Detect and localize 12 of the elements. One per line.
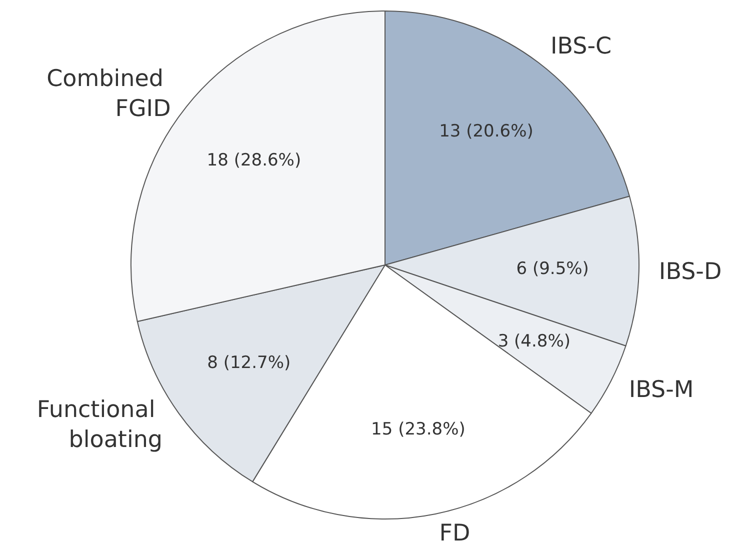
data-label: 3 (4.8%) (498, 331, 571, 352)
slice-label: Functional bloating (36, 396, 163, 453)
data-label: 18 (28.6%) (206, 150, 302, 170)
data-label: 8 (12.7%) (207, 352, 291, 373)
slice-label: IBS-C (550, 34, 612, 60)
slice-label: IBS-D (658, 258, 722, 285)
data-label: 15 (23.8%) (371, 419, 466, 440)
slice-label: Combined FGID (46, 66, 171, 122)
data-label: 6 (9.5%) (516, 259, 589, 280)
data-label: 13 (20.6%) (439, 121, 534, 142)
slice-label: IBS-M (628, 377, 694, 403)
slice-label: FD (439, 520, 470, 547)
